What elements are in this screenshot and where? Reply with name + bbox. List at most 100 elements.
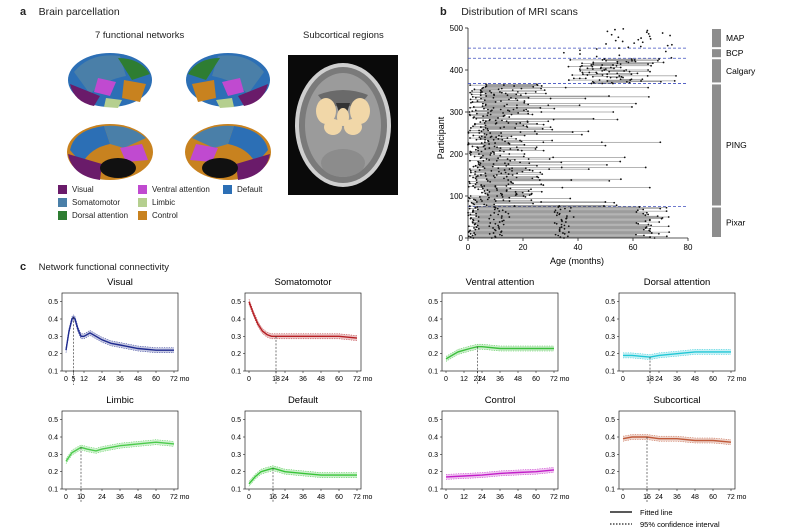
scan-point	[491, 165, 494, 168]
legend-swatch	[58, 210, 67, 220]
scan-point	[469, 159, 471, 162]
scan-point	[505, 185, 508, 187]
scan-point	[540, 87, 542, 90]
scan-point	[507, 163, 510, 165]
scan-point	[506, 158, 509, 160]
scan-point	[527, 112, 530, 115]
scan-point	[521, 191, 524, 194]
scan-point	[496, 195, 499, 197]
scan-point	[479, 162, 482, 165]
scan-point	[477, 149, 480, 152]
scan-point	[473, 227, 475, 229]
scan-point	[533, 130, 536, 133]
scan-point	[647, 223, 650, 226]
scan-point	[488, 158, 491, 161]
legend-label: Visual	[72, 184, 94, 194]
scan-point	[535, 83, 538, 86]
scan-point	[540, 190, 543, 193]
scan-point	[469, 98, 472, 101]
scan-point	[482, 154, 484, 157]
scan-point	[504, 92, 507, 95]
scan-point	[484, 172, 487, 175]
scan-point	[590, 82, 593, 85]
scan-point	[470, 171, 472, 174]
scatter-x-tick-label: 60	[629, 243, 638, 252]
scan-point	[536, 122, 538, 125]
x-tick-label: 0	[444, 494, 448, 501]
scan-point	[630, 58, 633, 60]
scan-point	[484, 103, 487, 106]
x-tick-label: 48	[134, 376, 142, 383]
scan-point	[480, 130, 483, 133]
scan-point	[649, 236, 651, 239]
scan-point	[487, 129, 490, 132]
scan-point	[476, 146, 479, 149]
scan-point	[647, 63, 649, 66]
scan-point	[625, 69, 628, 71]
chart-title: Control	[485, 395, 516, 406]
scan-point	[467, 185, 470, 188]
x-tick-label: 0	[621, 376, 625, 383]
scan-point	[469, 232, 472, 235]
scan-point	[658, 221, 661, 223]
scan-point	[638, 206, 641, 208]
scan-point	[525, 108, 528, 111]
scan-point	[649, 218, 651, 221]
fitted-line	[248, 467, 357, 485]
scan-point	[527, 103, 530, 106]
scan-point	[507, 183, 510, 186]
scan-point	[559, 208, 562, 211]
scan-point	[484, 92, 487, 95]
y-tick-label: 0.4	[48, 317, 58, 324]
scan-point	[505, 120, 508, 123]
scan-point	[484, 138, 486, 141]
scan-point	[560, 223, 563, 226]
scan-point	[542, 141, 545, 144]
scan-point	[477, 163, 480, 165]
scan-point	[519, 94, 522, 97]
x-tick-label: 24	[478, 494, 486, 501]
scan-point	[483, 190, 486, 192]
scan-point	[486, 179, 489, 182]
scan-point	[497, 157, 500, 160]
x-tick-label: 36	[673, 376, 681, 383]
scan-point	[595, 55, 598, 58]
scan-point	[563, 227, 566, 230]
y-tick-label: 0.2	[48, 469, 58, 476]
scan-point	[471, 221, 474, 223]
scan-point	[522, 195, 525, 197]
scan-point	[507, 212, 510, 215]
scan-point	[499, 108, 502, 111]
y-tick-label: 0.4	[231, 435, 241, 442]
scan-point	[469, 91, 472, 94]
scan-point	[485, 204, 488, 207]
scan-point	[484, 124, 487, 127]
scan-point	[564, 221, 567, 223]
scan-point	[489, 180, 492, 183]
scan-point	[601, 64, 604, 66]
scan-point	[552, 118, 555, 121]
scan-point	[592, 117, 595, 120]
scan-point	[621, 40, 624, 43]
scan-point	[636, 209, 639, 212]
scan-point	[552, 156, 555, 159]
x-tick-label: 60	[709, 376, 717, 383]
scan-point	[488, 118, 491, 121]
scan-point	[494, 235, 496, 238]
chart-title: Subcortical	[654, 395, 701, 406]
y-tick-label: 0.5	[231, 299, 241, 306]
scan-point	[482, 159, 485, 162]
scan-point	[480, 174, 482, 176]
cohort-label: BCP	[726, 48, 744, 58]
scan-point	[469, 152, 471, 155]
scan-point	[612, 111, 615, 113]
scan-point	[572, 77, 575, 80]
ci-upper	[65, 439, 175, 459]
y-tick-label: 0.2	[48, 351, 58, 358]
scan-point	[488, 232, 491, 235]
scan-point	[477, 216, 480, 218]
scan-point	[558, 205, 561, 207]
x-tick-label: 36	[496, 494, 504, 501]
chart-title: Limbic	[106, 395, 134, 406]
y-tick-label: 0.1	[605, 369, 615, 376]
